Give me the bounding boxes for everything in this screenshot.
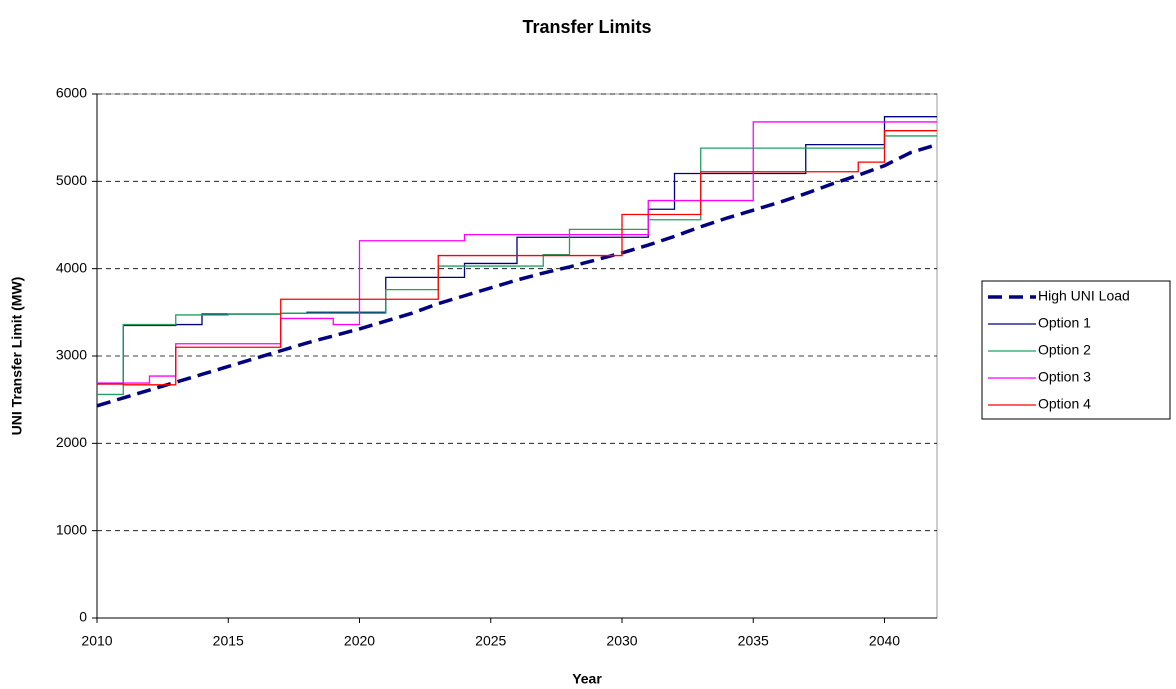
legend-label: Option 1	[1038, 315, 1091, 331]
legend-label: High UNI Load	[1038, 288, 1130, 304]
y-tick-label: 3000	[56, 347, 87, 363]
x-tick-label: 2025	[475, 633, 506, 649]
series-line	[97, 116, 937, 385]
y-tick-label: 4000	[56, 259, 87, 275]
y-tick-label: 2000	[56, 434, 87, 450]
legend-label: Option 3	[1038, 369, 1091, 385]
legend-box	[981, 280, 1171, 420]
x-axis-title: Year	[572, 671, 602, 687]
x-tick-label: 2035	[738, 633, 769, 649]
x-tick-label: 2010	[81, 633, 112, 649]
y-tick-label: 0	[79, 609, 87, 625]
chart-title: Transfer Limits	[522, 17, 651, 37]
y-tick-label: 5000	[56, 172, 87, 188]
legend-label: Option 2	[1038, 342, 1091, 358]
x-tick-label: 2040	[869, 633, 900, 649]
x-tick-label: 2020	[344, 633, 375, 649]
y-tick-label: 6000	[56, 85, 87, 101]
x-tick-label: 2015	[213, 633, 244, 649]
y-tick-label: 1000	[56, 521, 87, 537]
legend-label: Option 4	[1038, 396, 1091, 412]
y-axis-title: UNI Transfer Limit (MW)	[9, 277, 25, 436]
series-line	[97, 130, 937, 386]
series-line	[97, 135, 937, 396]
series-line	[97, 121, 937, 384]
x-tick-label: 2030	[606, 633, 637, 649]
